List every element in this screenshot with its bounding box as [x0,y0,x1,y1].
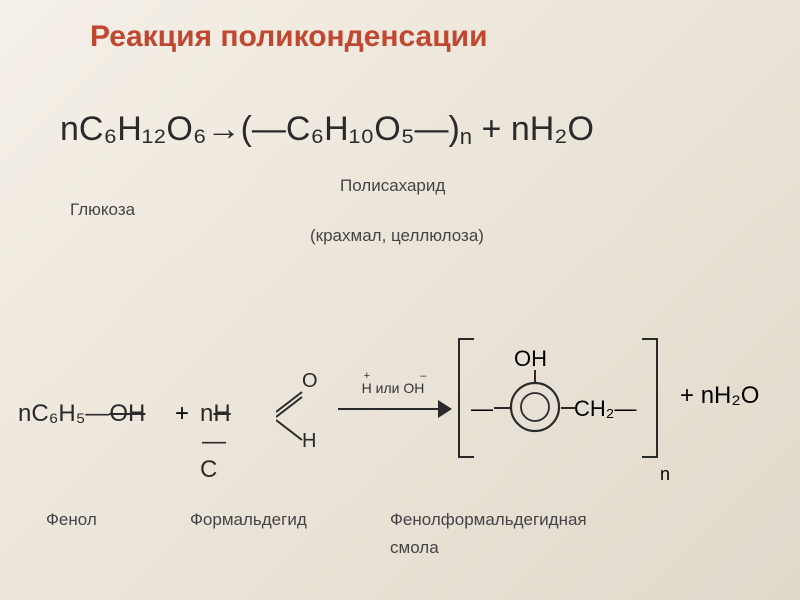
eq1-poly-unit: C₆H₁₀O₅ [286,110,415,148]
arrow-head-icon [438,400,452,418]
benzene-bond-right [561,407,575,409]
equation-1: nC₆H₁₂O₆→(—C₆H₁₀O₅—)n + nH₂O [60,110,594,149]
eq2-product: n OH — CH₂— [458,340,668,480]
equation-2: nC₆H₅—OH + nH — C O H + H или OH – n [18,340,788,520]
formald-dash: — [202,428,226,455]
label-starch-cellulose: (крахмал, целлюлоза) [310,226,484,246]
eq1-water-coeff: n [511,110,530,148]
label-polysaccharide: Полисахарид [340,176,445,196]
formald-h-bot: H [302,430,316,453]
formald-c: C [200,456,217,483]
product-left-bond: — [471,396,493,422]
label-formaldehyde: Формальдегид [190,510,307,530]
eq1-coeff: n [60,110,79,148]
eq1-poly-open: (— [241,110,286,148]
formald-h: H [213,400,230,427]
slide-title: Реакция поликонденсации [90,20,488,54]
benzene-ring-icon [508,380,562,434]
bracket-subscript: n [660,464,670,485]
water-plus: + [680,382,701,409]
product-ch2: CH₂— [574,396,636,422]
eq1-poly-n: n [460,124,472,149]
water-coeff: n [701,382,714,409]
eq2-water: + nH₂O [680,382,759,410]
bracket-right [642,338,658,458]
arrow-condition: + H или OH – [338,380,448,396]
eq1-glucose: C₆H₁₂O₆ [79,110,207,148]
phenol-formula: C₆H₅ [31,400,85,427]
arrow-minus-charge: – [420,370,426,382]
eq2-plus: + [175,400,189,428]
eq1-water: H₂O [530,110,594,148]
formald-o: O [302,370,318,393]
arrow-line [338,408,448,410]
phenol-dash: — [85,400,109,427]
product-oh: OH [514,346,547,372]
eq1-arrow: → [207,110,241,148]
arrow-text: H или OH [362,380,425,396]
label-resin-2: смола [390,538,439,558]
label-phenol: Фенол [46,510,97,530]
eq1-poly-close: —) [414,110,459,148]
phenol-oh: OH [109,400,145,427]
eq1-plus: + [472,110,511,148]
eq2-phenol: nC₆H₅—OH [18,400,145,428]
arrow-plus-charge: + [364,370,370,382]
label-glucose: Глюкоза [70,200,135,220]
water-formula: H₂O [714,382,759,409]
formald-coeff: n [200,400,213,427]
phenol-coeff: n [18,400,31,427]
label-resin-1: Фенолформальдегидная [390,510,587,530]
